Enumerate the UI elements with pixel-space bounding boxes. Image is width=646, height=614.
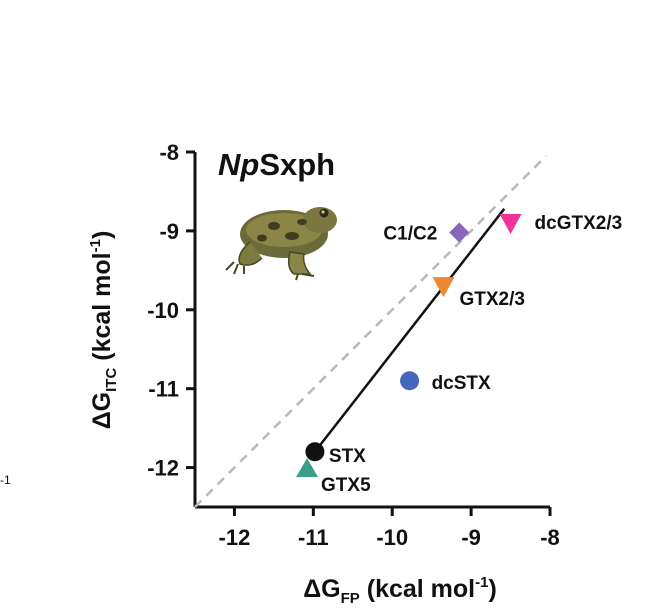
- identity-line: [194, 155, 547, 508]
- y-tick-label: -9: [159, 219, 179, 244]
- stray-superscript-text: -1: [0, 473, 11, 487]
- point-gtx2-3: [432, 277, 455, 298]
- fit-line: [313, 208, 506, 453]
- point-stx-label: STX: [329, 446, 366, 467]
- point-dcstx-label: dcSTX: [432, 373, 491, 394]
- x-tick-label: -9: [461, 525, 481, 550]
- point-stx: [305, 442, 325, 462]
- frog-illustration-icon: [225, 207, 337, 281]
- x-tick-label: -11: [298, 525, 329, 550]
- data-labels: STX GTX5 dcSTX GTX2/3 C1/C2 dcGTX2/3: [321, 213, 622, 496]
- point-gtx2-3-label: GTX2/3: [460, 289, 525, 310]
- plot-axes: -12 -11 -10 -9 -8 -8 -9 -10 -11 -12: [147, 140, 560, 550]
- plot-lines: [194, 155, 547, 508]
- y-tick-label: -11: [148, 377, 179, 402]
- chart-title: NpSxph: [218, 147, 335, 182]
- point-gtx5: [296, 458, 319, 478]
- point-c1-c2: [449, 222, 470, 243]
- point-dcgtx2-3-label: dcGTX2/3: [535, 213, 623, 234]
- y-tick-label: -12: [147, 456, 179, 481]
- point-dcgtx2-3: [499, 214, 522, 234]
- x-axis-label: ΔGFP (kcal mol-1): [303, 574, 497, 607]
- point-dcstx: [400, 371, 420, 391]
- x-tick-label: -8: [540, 525, 560, 550]
- point-gtx5-label: GTX5: [321, 475, 371, 496]
- y-tick-label: -10: [147, 298, 179, 323]
- x-tick-label: -10: [376, 525, 408, 550]
- y-axis-label: ΔGITC (kcal mol-1): [87, 231, 120, 430]
- y-tick-label: -8: [159, 140, 179, 165]
- data-points: [296, 214, 522, 478]
- x-tick-label: -12: [219, 525, 251, 550]
- point-c1-c2-label: C1/C2: [383, 223, 437, 244]
